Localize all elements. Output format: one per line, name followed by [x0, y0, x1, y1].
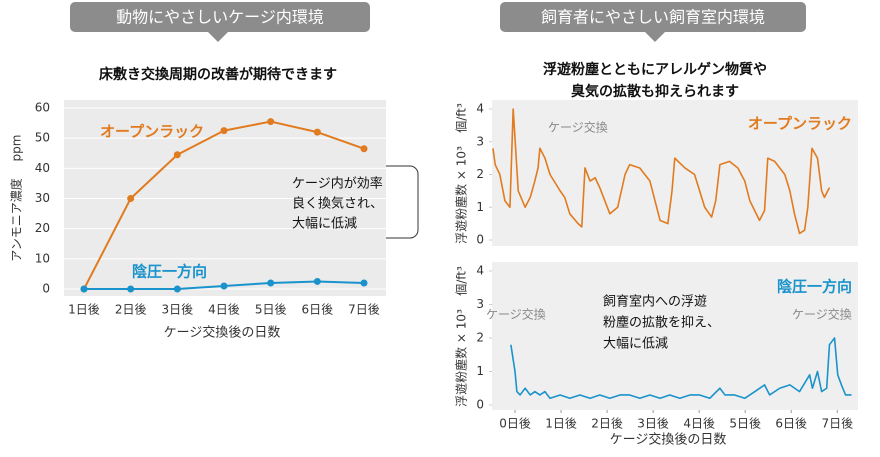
- point: [173, 285, 181, 293]
- point: [267, 279, 275, 287]
- x-tick-label: 4日後: [683, 417, 715, 431]
- x-tick-label: 3日後: [637, 417, 669, 431]
- series-label: オープンラック: [100, 123, 204, 141]
- section-title: 動物にやさしいケージ内環境: [116, 8, 324, 27]
- point: [220, 282, 228, 290]
- point: [313, 128, 321, 136]
- series-line: [492, 108, 831, 235]
- subtitle: 臭気の拡散も抑えられます: [571, 83, 739, 100]
- y-tick-label: 40: [35, 161, 50, 175]
- x-tick-label: 6日後: [775, 417, 807, 431]
- series-label: 陰圧一方向: [132, 263, 207, 281]
- section-header: 動物にやさしいケージ内環境: [70, 2, 370, 42]
- annotation: ケージ交換: [548, 120, 608, 135]
- x-tick-label: 4日後: [208, 303, 240, 317]
- y-tick-label: 1: [476, 364, 484, 378]
- y-tick-label: 4: [476, 102, 484, 116]
- x-tick-label: 1日後: [68, 303, 100, 317]
- annotation: 良く換気され、: [292, 196, 383, 212]
- y-tick-label: 60: [35, 101, 50, 115]
- y-tick-label: 0: [476, 398, 484, 412]
- annotation: ケージ交換: [792, 307, 852, 322]
- annotation: ケージ内が効率: [292, 176, 383, 192]
- section-title: 飼育者にやさしい飼育室内環境: [541, 8, 765, 27]
- subtitle: 浮遊粉塵とともにアレルゲン物質や: [543, 61, 767, 78]
- point: [127, 195, 135, 202]
- annotation: 粉塵の拡散を抑え、: [603, 316, 720, 331]
- x-tick-label: 7日後: [821, 417, 853, 431]
- y-axis-label: アンモニア濃度: [9, 178, 24, 262]
- series-label: オープンラック: [748, 115, 852, 133]
- series-line: [510, 337, 852, 400]
- x-tick-label: 3日後: [162, 303, 194, 317]
- y-axis-unit: 個/ft³: [455, 266, 469, 296]
- point: [313, 277, 321, 285]
- annotation: 飼育室内への浮遊: [603, 294, 707, 310]
- point: [173, 151, 181, 159]
- point: [360, 145, 368, 153]
- y-axis-unit: 個/ft³: [455, 103, 469, 133]
- x-tick-label: 0日後: [499, 417, 531, 431]
- x-tick-label: 7日後: [348, 303, 380, 317]
- point: [360, 279, 368, 287]
- y-tick-label: 0: [42, 282, 50, 296]
- x-tick-label: 2日後: [591, 417, 623, 431]
- y-axis-label: 浮遊粉塵数 × 10³: [454, 309, 469, 407]
- y-tick-label: 50: [35, 131, 50, 145]
- y-axis-unit: ppm: [10, 135, 24, 162]
- x-tick-label: 2日後: [115, 303, 147, 317]
- x-tick-label: 5日後: [255, 303, 287, 317]
- x-tick-label: 1日後: [545, 417, 577, 431]
- x-axis-label: ケージ交換後の日数: [610, 432, 727, 448]
- y-tick-label: 2: [476, 167, 484, 181]
- annotation: ケージ交換: [486, 307, 546, 322]
- y-tick-label: 30: [35, 191, 50, 205]
- y-tick-label: 3: [476, 297, 484, 311]
- x-axis-label: ケージ交換後の日数: [164, 325, 281, 341]
- y-tick-label: 0: [476, 233, 484, 247]
- y-axis-label: 浮遊粉塵数 × 10³: [454, 146, 469, 244]
- y-tick-label: 1: [476, 200, 484, 214]
- y-tick-label: 2: [476, 331, 484, 345]
- point: [220, 127, 228, 135]
- x-tick-label: 6日後: [302, 303, 334, 317]
- y-tick-label: 4: [476, 264, 484, 278]
- y-tick-label: 3: [476, 134, 484, 148]
- x-tick-label: 5日後: [729, 417, 761, 431]
- y-tick-label: 10: [35, 251, 50, 265]
- section-header: 飼育者にやさしい飼育室内環境: [500, 2, 806, 42]
- plot-background: [492, 262, 858, 410]
- series-label: 陰圧一方向: [777, 278, 852, 296]
- annotation: 大幅に低減: [292, 216, 357, 232]
- point: [267, 118, 275, 126]
- point: [127, 285, 135, 293]
- point: [80, 285, 88, 293]
- annotation: 大幅に低減: [603, 336, 668, 352]
- chart-title: 床敷き交換周期の改善が期待できます: [99, 66, 337, 83]
- y-tick-label: 20: [35, 221, 50, 235]
